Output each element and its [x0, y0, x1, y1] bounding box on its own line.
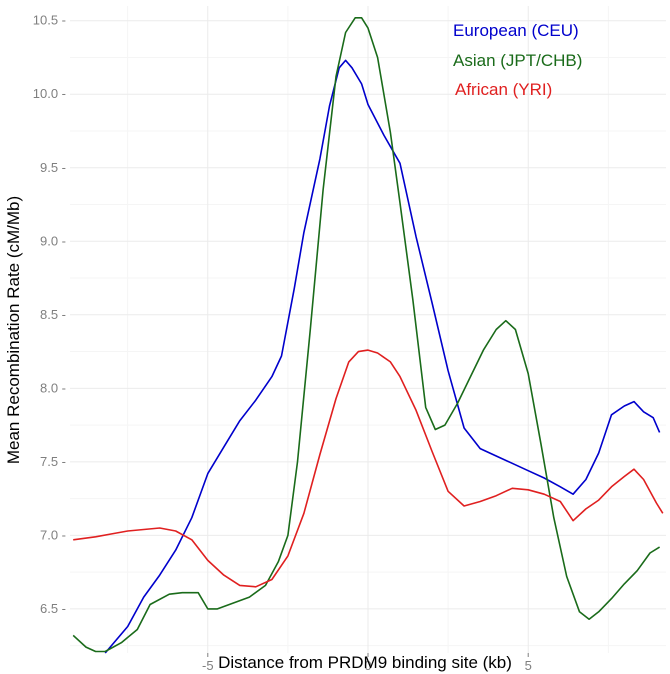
y-tick-label: 8.5 - [40, 307, 66, 322]
y-tick-label: 7.0 - [40, 527, 66, 542]
legend-label-0: European (CEU) [453, 21, 579, 40]
x-tick-label: -5 [202, 658, 214, 673]
y-tick-label: 9.0 - [40, 233, 66, 248]
y-axis-title: Mean Recombination Rate (cM/Mb) [4, 196, 23, 464]
x-axis-title: Distance from PRDM9 binding site (kb) [218, 653, 512, 672]
y-tick-label: 10.5 - [33, 13, 66, 28]
y-tick-label: 6.5 - [40, 601, 66, 616]
y-tick-label: 9.5 - [40, 160, 66, 175]
legend: European (CEU) Asian (JPT/CHB) African (YR… [453, 21, 582, 99]
series-line-2 [73, 349, 664, 588]
legend-label-1: Asian (JPT/CHB) [453, 51, 582, 70]
series-line-0 [104, 59, 661, 654]
y-tick-label: 10.0 - [33, 86, 66, 101]
y-tick-label: 8.0 - [40, 380, 66, 395]
series-lines [72, 17, 664, 654]
x-tick-label: 0 [364, 658, 371, 673]
legend-label-2: African (YRI) [455, 80, 552, 99]
x-axis-ticks: -5 0 5 [202, 653, 532, 673]
y-tick-label: 7.5 - [40, 454, 66, 469]
series-line-1 [72, 17, 661, 653]
y-axis-ticks: 6.5 - 7.0 - 7.5 - 8.0 - 8.5 - 9.0 - 9.5 - 10.0 … [33, 13, 66, 616]
x-tick-label: 5 [525, 658, 532, 673]
major-grid [70, 6, 666, 653]
